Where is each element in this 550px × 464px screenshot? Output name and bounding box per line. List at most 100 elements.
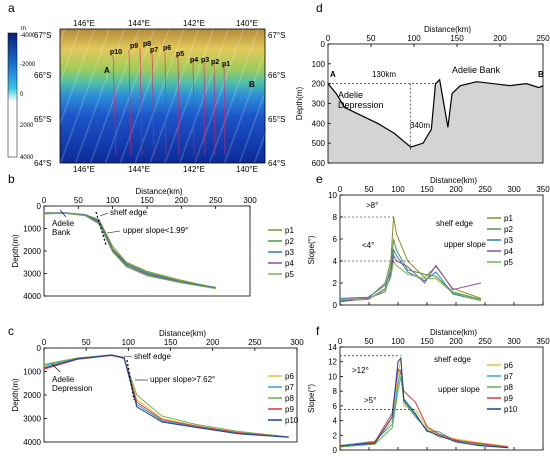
x-tick-label: 350 [536, 185, 550, 194]
annotation-bank: Bank [52, 228, 71, 237]
y-tick-label: 0 [333, 446, 338, 455]
x-tick-label: 350 [536, 337, 550, 346]
legend-label: p3 [504, 236, 513, 245]
plot-frame [339, 346, 544, 451]
series-line-p5 [340, 259, 482, 302]
colorbar [7, 32, 18, 158]
series-line-p7 [339, 369, 509, 448]
slope-guide [126, 359, 135, 401]
y-tick-label: 10 [328, 372, 337, 381]
y-axis-label: Depth(m) [11, 234, 20, 268]
plot-frame [339, 194, 544, 306]
x-tick-label: 50 [365, 337, 374, 346]
x-tick-label: 300 [243, 196, 257, 205]
annotation-depression: Depression [52, 384, 92, 393]
x-tick-label: 50 [367, 34, 376, 43]
y-tick-label: 12 [328, 358, 337, 367]
x-tick-label: 300 [507, 337, 521, 346]
annotation-upper-slope: upper slope>7.62° [150, 375, 215, 384]
x-axis-label: Distance(km) [159, 329, 206, 338]
lat-label-right: 65°S [268, 115, 285, 124]
x-tick-label: 150 [420, 185, 434, 194]
y-tick-label: 0 [333, 301, 338, 310]
x-tick-label: 200 [493, 34, 507, 43]
series-line-p7 [43, 354, 289, 438]
y-tick-label: 0 [321, 40, 326, 49]
legend-label: p4 [285, 259, 294, 268]
series-line-p1 [339, 216, 482, 300]
series-line-p9 [339, 367, 509, 448]
lat-label-left: 65°S [34, 115, 51, 124]
legend-label: p2 [285, 237, 294, 246]
y-tick-label: 4 [333, 417, 338, 426]
y-tick-label: 4 [333, 257, 338, 266]
annotation-bank: Adelie Bank [452, 65, 501, 75]
y-tick-label: 100 [312, 60, 326, 69]
profile-label: p1 [222, 61, 230, 68]
annotation-upper-slope: upper slope [444, 240, 486, 249]
plot-frame [43, 205, 251, 297]
seafloor-area [328, 79, 543, 163]
legend-label: p5 [504, 258, 513, 267]
y-tick-label: 6 [333, 235, 338, 244]
legend-label: p8 [504, 383, 513, 392]
x-tick-label: 250 [536, 34, 550, 43]
lon-label-bottom: 142°E [183, 165, 205, 174]
colorbar-tick: 4000 [20, 155, 34, 161]
x-tick-label: 250 [478, 337, 492, 346]
plot-frame [43, 347, 298, 443]
x-tick-label: 150 [140, 196, 154, 205]
x-tick-label: 200 [175, 196, 189, 205]
x-tick-label: 50 [74, 196, 83, 205]
map-point-b: B [249, 80, 255, 89]
legend-label: p9 [504, 394, 513, 403]
annotation-lt4: <4° [362, 241, 374, 250]
legend-label: p9 [285, 405, 294, 414]
x-axis-label: Distance(km) [424, 25, 471, 34]
legend-label: p8 [285, 394, 294, 403]
map-relief [60, 29, 265, 163]
series-line-p5 [43, 212, 216, 290]
annotation-shelf-edge: shelf edge [436, 219, 473, 228]
profile-lines [112, 47, 226, 156]
x-tick-label: 100 [407, 34, 421, 43]
profile-label: p8 [143, 41, 151, 48]
x-axis-label: Distance(km) [135, 187, 182, 196]
legend-label: p10 [285, 416, 299, 425]
series-line-p9 [43, 354, 289, 438]
y-tick-label: 2 [333, 431, 338, 440]
y-tick-label: 300 [312, 100, 326, 109]
y-tick-label: 14 [328, 343, 337, 352]
x-tick-label: 0 [42, 338, 47, 347]
x-tick-label: 100 [391, 337, 405, 346]
y-tick-label: 4000 [23, 292, 41, 301]
annotation-arrow [59, 209, 67, 218]
annotation-shelf-edge: shelf edge [110, 208, 147, 217]
annotation-bank: Adelie [52, 219, 75, 228]
legend-label: p10 [504, 405, 518, 414]
lon-label-top: 142°E [183, 19, 205, 28]
profile-label: p9 [130, 43, 138, 50]
series-line-p3 [339, 248, 482, 302]
y-tick-label: 400 [312, 119, 326, 128]
lat-label-left: 66°S [34, 71, 51, 80]
profile-label: p6 [163, 45, 171, 52]
panel-label-b: b [8, 172, 15, 186]
x-tick-label: 300 [290, 338, 304, 347]
lon-label-top: 144°E [128, 19, 150, 28]
series-line-p8 [339, 376, 509, 449]
x-tick-label: 0 [42, 196, 47, 205]
profile-label: p4 [190, 57, 198, 64]
profile-label: p3 [201, 57, 209, 64]
y-tick-label: 10 [328, 191, 337, 200]
series-line-p8 [43, 354, 289, 438]
y-tick-label: 200 [312, 80, 326, 89]
y-axis-label: Depth(m) [11, 378, 20, 412]
y-tick-label: 2 [333, 279, 338, 288]
legend-label: p6 [285, 372, 294, 381]
x-tick-label: 100 [106, 196, 120, 205]
annotation-arrow [106, 230, 121, 234]
annotation-point-b: B [538, 70, 544, 79]
panel-label-e: e [316, 172, 323, 186]
